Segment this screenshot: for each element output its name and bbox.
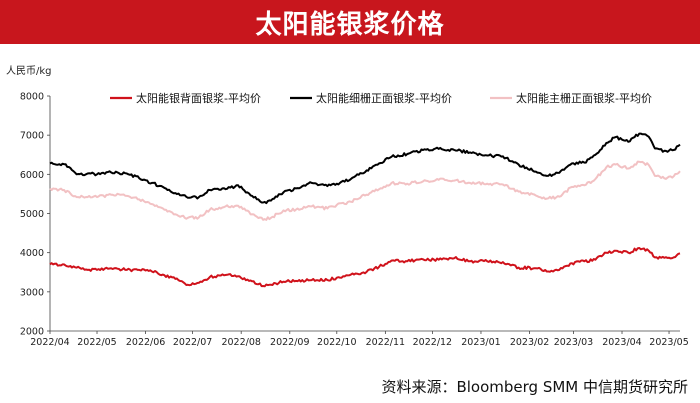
line-chart: 人民币/kg 2000 3000 4000 5000 6000 7000 8000 2022/…: [6, 65, 689, 349]
series-lines: [49, 132, 681, 288]
y-tick-label: 4000: [20, 248, 44, 259]
x-tick-label: 2022/04: [30, 337, 69, 348]
source-note: 资料来源：Bloomberg SMM 中信期货研究所: [381, 378, 688, 396]
y-tick-label: 3000: [20, 287, 44, 298]
y-tick-label: 2000: [20, 327, 44, 338]
y-axis-label: 人民币/kg: [6, 65, 52, 77]
x-tick-label: 2022/12: [413, 337, 452, 348]
legend: 太阳能银背面银浆-平均价 太阳能细栅正面银浆-平均价 太阳能主栅正面银浆-平均价: [110, 91, 652, 105]
x-tick-label: 2022/09: [270, 337, 309, 348]
y-tick-label: 7000: [20, 131, 44, 142]
y-tick-label: 6000: [20, 170, 44, 181]
x-tick-label: 2022/06: [126, 337, 165, 348]
x-tick-label: 2022/11: [366, 337, 405, 348]
x-tick-label: 2022/10: [317, 337, 356, 348]
series-line-2: [49, 132, 681, 205]
x-tick-label: 2023/03: [554, 337, 593, 348]
y-tick-label: 8000: [20, 92, 44, 103]
x-tick-label: 2023/05: [649, 337, 688, 348]
x-tick-label: 2022/05: [77, 337, 116, 348]
legend-label-1: 太阳能银背面银浆-平均价: [136, 91, 261, 105]
x-tick-label: 2022/08: [221, 337, 260, 348]
legend-label-3: 太阳能主栅正面银浆-平均价: [516, 91, 652, 105]
legend-label-2: 太阳能细栅正面银浆-平均价: [316, 91, 452, 105]
y-tick-label: 5000: [20, 209, 44, 220]
title-bar: 太阳能银浆价格: [0, 0, 700, 44]
chart-title: 太阳能银浆价格: [255, 9, 445, 40]
x-tick-label: 2023/02: [510, 337, 549, 348]
x-tick-label: 2022/07: [173, 337, 212, 348]
series-line-1: [49, 247, 681, 288]
x-tick-label: 2023/01: [461, 337, 500, 348]
x-tick-label: 2023/04: [602, 337, 641, 348]
series-line-3: [49, 160, 681, 221]
axes: 2000 3000 4000 5000 6000 7000 8000 2022/04 2022/…: [20, 92, 689, 349]
